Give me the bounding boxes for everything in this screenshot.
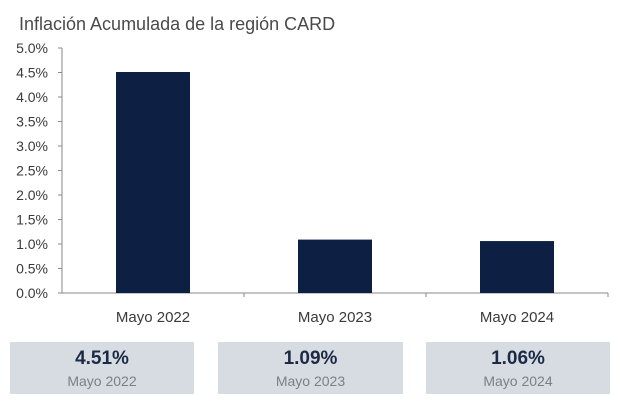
y-tick-label: 2.0% bbox=[16, 187, 48, 203]
y-tick-label: 3.5% bbox=[16, 114, 48, 130]
y-tick-label: 3.0% bbox=[16, 138, 48, 154]
y-tick-label: 1.5% bbox=[16, 212, 48, 228]
summary-label: Mayo 2022 bbox=[67, 373, 137, 389]
summary-label: Mayo 2023 bbox=[275, 373, 346, 389]
bar bbox=[298, 239, 372, 293]
summary-value: 1.06% bbox=[491, 348, 545, 369]
x-tick-label: Mayo 2024 bbox=[480, 309, 554, 326]
summary-card-2024: 1.06% Mayo 2024 bbox=[426, 342, 610, 394]
y-tick-label: 0.0% bbox=[16, 285, 48, 301]
y-tick-label: 4.0% bbox=[16, 89, 48, 105]
summary-card-2023: 1.09% Mayo 2023 bbox=[218, 342, 403, 394]
y-tick-label: 5.0% bbox=[16, 40, 48, 56]
bar bbox=[480, 241, 554, 293]
bar bbox=[116, 72, 190, 293]
summary-label: Mayo 2024 bbox=[483, 373, 553, 389]
chart-title: Inflación Acumulada de la región CARD bbox=[19, 14, 336, 34]
y-tick-label: 1.0% bbox=[16, 236, 48, 252]
summary-card-2022: 4.51% Mayo 2022 bbox=[10, 342, 194, 394]
y-tick-label: 0.5% bbox=[16, 261, 48, 277]
summary-value: 4.51% bbox=[75, 348, 129, 369]
summary-value: 1.09% bbox=[283, 348, 338, 369]
y-tick-label: 4.5% bbox=[16, 65, 48, 81]
x-tick-label: Mayo 2023 bbox=[298, 309, 372, 326]
x-tick-label: Mayo 2022 bbox=[116, 309, 190, 326]
y-tick-label: 2.5% bbox=[16, 163, 48, 179]
